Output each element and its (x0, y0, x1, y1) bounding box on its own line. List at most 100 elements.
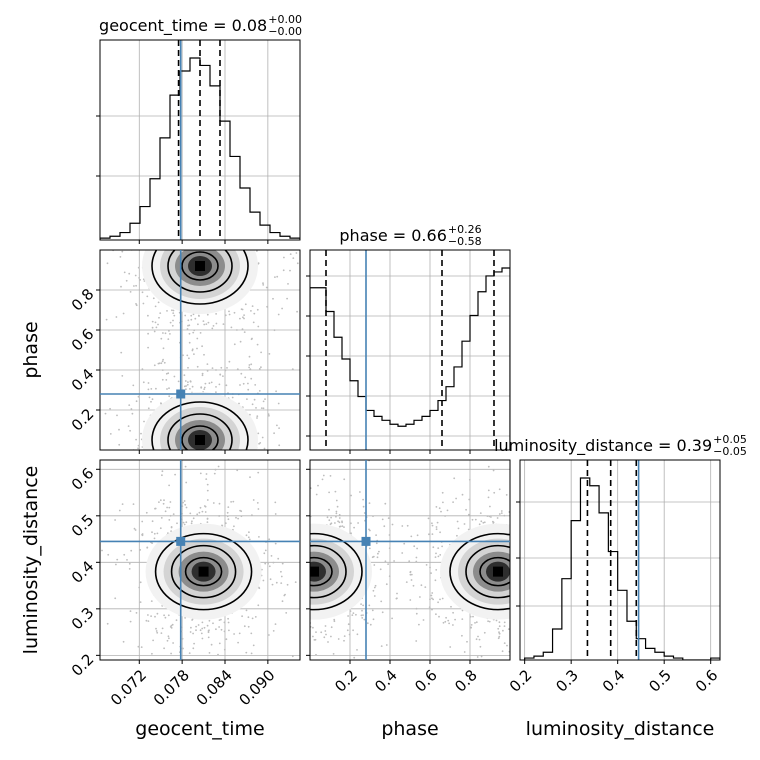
density-peak (198, 566, 209, 577)
scatter-point (511, 488, 513, 490)
scatter-point (210, 381, 213, 384)
scatter-point (396, 592, 398, 595)
scatter-point (162, 502, 165, 505)
y-tick-label-phase: 0.4 (68, 365, 98, 395)
scatter-point (280, 570, 282, 573)
scatter-point (307, 683, 309, 685)
scatter-point (118, 428, 120, 431)
scatter-point (353, 526, 355, 529)
scatter-point (466, 640, 468, 643)
scatter-point (514, 627, 516, 629)
scatter-point (298, 669, 300, 671)
scatter-point (250, 632, 253, 635)
scatter-point (304, 563, 306, 565)
scatter-point (146, 295, 149, 298)
scatter-point (169, 501, 172, 503)
scatter-point (245, 534, 248, 537)
scatter-point (182, 354, 184, 357)
scatter-point (236, 368, 239, 371)
scatter-point (476, 656, 479, 658)
scatter-point (333, 620, 336, 623)
scatter-point (461, 609, 464, 612)
scatter-point (184, 503, 187, 506)
scatter-point (175, 246, 177, 248)
scatter-point (136, 453, 138, 455)
scatter-point (303, 574, 305, 576)
scatter-point (181, 637, 184, 640)
scatter-point (268, 414, 270, 417)
x-tick-label-phase: 0.4 (371, 666, 401, 696)
x-axis-label-luminosity_distance: luminosity_distance (526, 718, 715, 740)
scatter-point (379, 568, 382, 571)
scatter-point (285, 612, 288, 614)
scatter-point (183, 523, 186, 526)
scatter-point (191, 348, 194, 351)
x-axis-label-phase: phase (381, 718, 438, 740)
scatter-point (276, 424, 278, 427)
scatter-point (415, 556, 418, 559)
scatter-point (222, 375, 224, 377)
scatter-point (217, 465, 220, 468)
scatter-point (233, 311, 236, 314)
scatter-point (206, 518, 209, 520)
scatter-point (238, 402, 240, 405)
scatter-point (435, 526, 438, 528)
scatter-point (161, 470, 164, 473)
axes-frame (99, 249, 301, 451)
scatter-point (189, 388, 191, 390)
scatter-point (302, 569, 304, 571)
scatter-point (330, 626, 333, 629)
scatter-point (226, 242, 228, 244)
scatter-point (143, 420, 145, 423)
scatter-point (388, 534, 391, 536)
y-tick-label-luminosity_distance: 0.3 (68, 604, 98, 634)
scatter-point (142, 302, 145, 305)
scatter-point (475, 621, 478, 624)
scatter-point (155, 387, 157, 390)
scatter-point (145, 619, 148, 622)
scatter-point (271, 583, 274, 586)
scatter-point (516, 567, 518, 569)
scatter-point (452, 624, 454, 626)
scatter-point (201, 374, 204, 377)
scatter-point (518, 634, 520, 636)
scatter-point (511, 563, 513, 565)
scatter-point (282, 269, 285, 272)
scatter-point (355, 613, 357, 616)
scatter-point (277, 313, 280, 316)
scatter-point (468, 513, 470, 516)
scatter-point (320, 631, 323, 634)
scatter-point (247, 536, 250, 539)
scatter-point (341, 520, 343, 523)
scatter-point (242, 382, 245, 385)
scatter-point (196, 513, 199, 516)
scatter-point (223, 621, 226, 624)
scatter-point (306, 611, 308, 613)
scatter-point (295, 252, 298, 254)
scatter-point (246, 452, 248, 454)
scatter-point (161, 457, 163, 459)
scatter-point (232, 500, 235, 503)
scatter-point (145, 511, 148, 514)
scatter-point (220, 618, 222, 621)
scatter-point (129, 610, 132, 612)
scatter-point (518, 559, 520, 561)
scatter-point (169, 241, 171, 243)
scatter-point (377, 552, 379, 555)
scatter-point (114, 519, 116, 521)
scatter-point (157, 301, 160, 304)
scatter-point (230, 455, 232, 457)
scatter-point (305, 662, 307, 664)
scatter-point (211, 454, 213, 456)
scatter-point (159, 499, 162, 502)
scatter-point (453, 477, 456, 480)
scatter-point (220, 366, 223, 369)
scatter-point (251, 337, 253, 340)
scatter-point (130, 549, 133, 552)
scatter-point (461, 493, 464, 496)
scatter-point (308, 473, 310, 475)
scatter-point (431, 592, 434, 594)
scatter-point (335, 510, 338, 513)
scatter-point (135, 438, 138, 441)
scatter-point (324, 630, 327, 632)
